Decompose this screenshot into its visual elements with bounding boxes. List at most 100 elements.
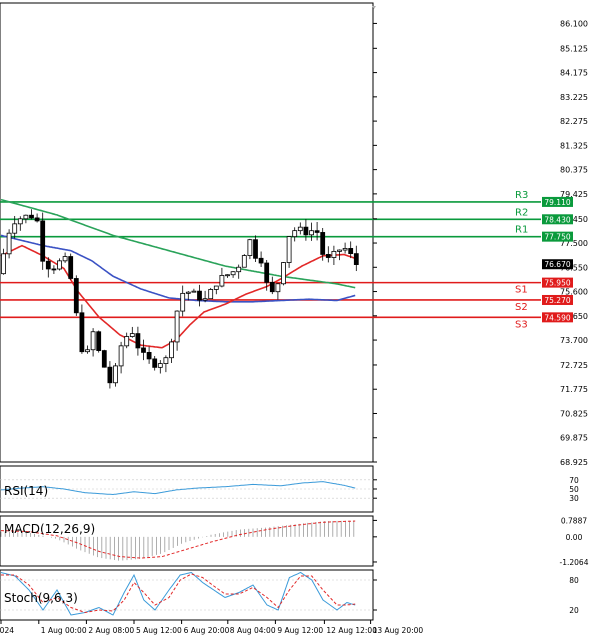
price-tick-label: 73.700 <box>560 336 588 345</box>
level-tag-text: 74.590 <box>544 313 570 322</box>
candle-bear <box>348 248 354 255</box>
candle-bear <box>79 312 85 353</box>
price-tick-label: 79.425 <box>560 190 588 199</box>
candle-bear <box>264 262 270 283</box>
level-tag-r1 <box>542 231 573 242</box>
candle-bear <box>40 220 46 262</box>
level-tag-s3 <box>542 312 573 323</box>
macd-tick-label: -1.2064 <box>560 558 589 567</box>
price-tick-label: 72.725 <box>560 361 588 370</box>
price-axis: 86.100 85.125 84.175 83.225 82.275 81.325 80.3… <box>373 19 588 467</box>
main-panel[interactable]: R3 R2 R1 S1 S2 S3 <box>0 2 541 463</box>
candle-bull <box>286 236 292 263</box>
level-tag-text: 75.950 <box>544 279 570 288</box>
candle-bull <box>163 357 169 364</box>
candle-bull <box>342 248 348 251</box>
price-tick-label: 81.325 <box>560 141 588 150</box>
macd-tick-label: 0.00 <box>566 533 583 542</box>
candle-bull <box>225 274 230 277</box>
level-tag-text: 78.430 <box>544 215 570 224</box>
candle-bull <box>23 214 29 220</box>
candle-bull <box>129 333 135 337</box>
time-tick-label: 9 Aug 12:00 <box>277 626 323 635</box>
macd-panel[interactable]: MACD(12,26,9) <box>0 515 374 567</box>
candle-bear <box>303 226 309 236</box>
candle-bull <box>169 341 174 359</box>
rsi-tick-label: 50 <box>569 485 579 494</box>
stoch-tick-label: 80 <box>569 576 579 585</box>
time-tick-label: 8 Aug 04:00 <box>230 626 276 635</box>
stoch-panel[interactable]: Stoch(9,6,3) <box>0 569 374 621</box>
price-tick-label: 84.175 <box>560 69 588 78</box>
candle-bull <box>85 349 90 353</box>
stoch-tick-label: 20 <box>569 606 579 615</box>
rsi-panel[interactable]: RSI(14) <box>0 465 374 513</box>
rsi-tick-label: 30 <box>569 494 579 503</box>
candle-bull <box>180 292 186 312</box>
stoch-signal-line <box>1 573 356 614</box>
current-price-text: 76.670 <box>544 260 570 269</box>
price-tick-label: 76.550 <box>560 263 588 272</box>
candle-bull <box>331 250 337 258</box>
time-tick-label: 2 Aug 08:00 <box>88 626 134 635</box>
candle-bull <box>292 230 298 238</box>
price-tick-label: 83.225 <box>560 93 588 102</box>
candle-bear <box>197 290 202 301</box>
price-tick-label: 82.275 <box>560 117 588 126</box>
candle-bull <box>185 291 191 294</box>
candle-bull <box>113 365 118 384</box>
candle-bull <box>297 226 303 232</box>
candle-bear <box>96 331 102 351</box>
candle-bull <box>12 223 18 234</box>
macd-signal-line <box>1 520 356 559</box>
current-price-box <box>542 259 573 270</box>
candle-bull <box>157 363 163 368</box>
stoch-label: Stoch(9,6,3) <box>4 591 78 605</box>
candle-bear <box>253 239 258 259</box>
candle-bear <box>146 351 152 360</box>
candle-bull <box>90 331 96 351</box>
macd-tick-label: 0.7887 <box>561 516 587 525</box>
level-label-r1: R1 <box>515 225 528 236</box>
candle-bull <box>309 230 314 236</box>
candle-bear <box>258 257 264 264</box>
scroll-marker-icon[interactable] <box>372 6 376 9</box>
price-tick-label: 74.650 <box>560 312 588 321</box>
candle-bull <box>118 345 124 367</box>
price-tick-label: 80.375 <box>560 166 588 175</box>
macd-axis: 0.7887 0.00 -1.2064 <box>373 516 589 567</box>
level-tag-s1 <box>542 277 573 288</box>
candle-bear <box>314 230 320 233</box>
time-tick-label: 1 Aug 00:00 <box>41 626 87 635</box>
stoch-main-line <box>0 571 356 616</box>
level-tag-r3 <box>542 196 573 207</box>
level-tag-text: 75.270 <box>544 296 570 305</box>
level-tag-text: 79.110 <box>544 198 570 207</box>
level-price-tags: 79.110 78.430 77.750 75.950 75.270 74.590 <box>542 196 573 323</box>
candle-bull <box>62 256 68 262</box>
candle-bull <box>236 266 242 273</box>
candle-bull <box>208 289 214 300</box>
level-tag-text: 77.750 <box>544 233 570 242</box>
time-tick-label: 13 Aug 20:00 <box>373 626 424 635</box>
candle-bull <box>213 285 219 290</box>
candle-bear <box>107 366 113 384</box>
level-tag-r2 <box>542 214 573 225</box>
candle-bull <box>174 310 180 343</box>
candle-bear <box>320 232 326 255</box>
candle-bear <box>325 254 331 258</box>
candle-bear <box>101 350 107 368</box>
time-tick-label: 5 Aug 12:00 <box>136 626 182 635</box>
candle-bear <box>269 281 275 293</box>
price-tick-label: 77.500 <box>560 239 588 248</box>
rsi-label: RSI(14) <box>4 484 48 498</box>
level-label-s3: S3 <box>515 319 528 330</box>
time-tick-label: 12 Aug 12:00 <box>326 626 377 635</box>
level-label-s2: S2 <box>515 302 528 313</box>
candle-bear <box>51 268 57 271</box>
candle-bear <box>73 278 79 314</box>
time-axis: ul 2024 1 Aug 00:002 Aug 08:005 Aug 12:00… <box>0 620 423 635</box>
level-tag-s2 <box>542 294 573 305</box>
